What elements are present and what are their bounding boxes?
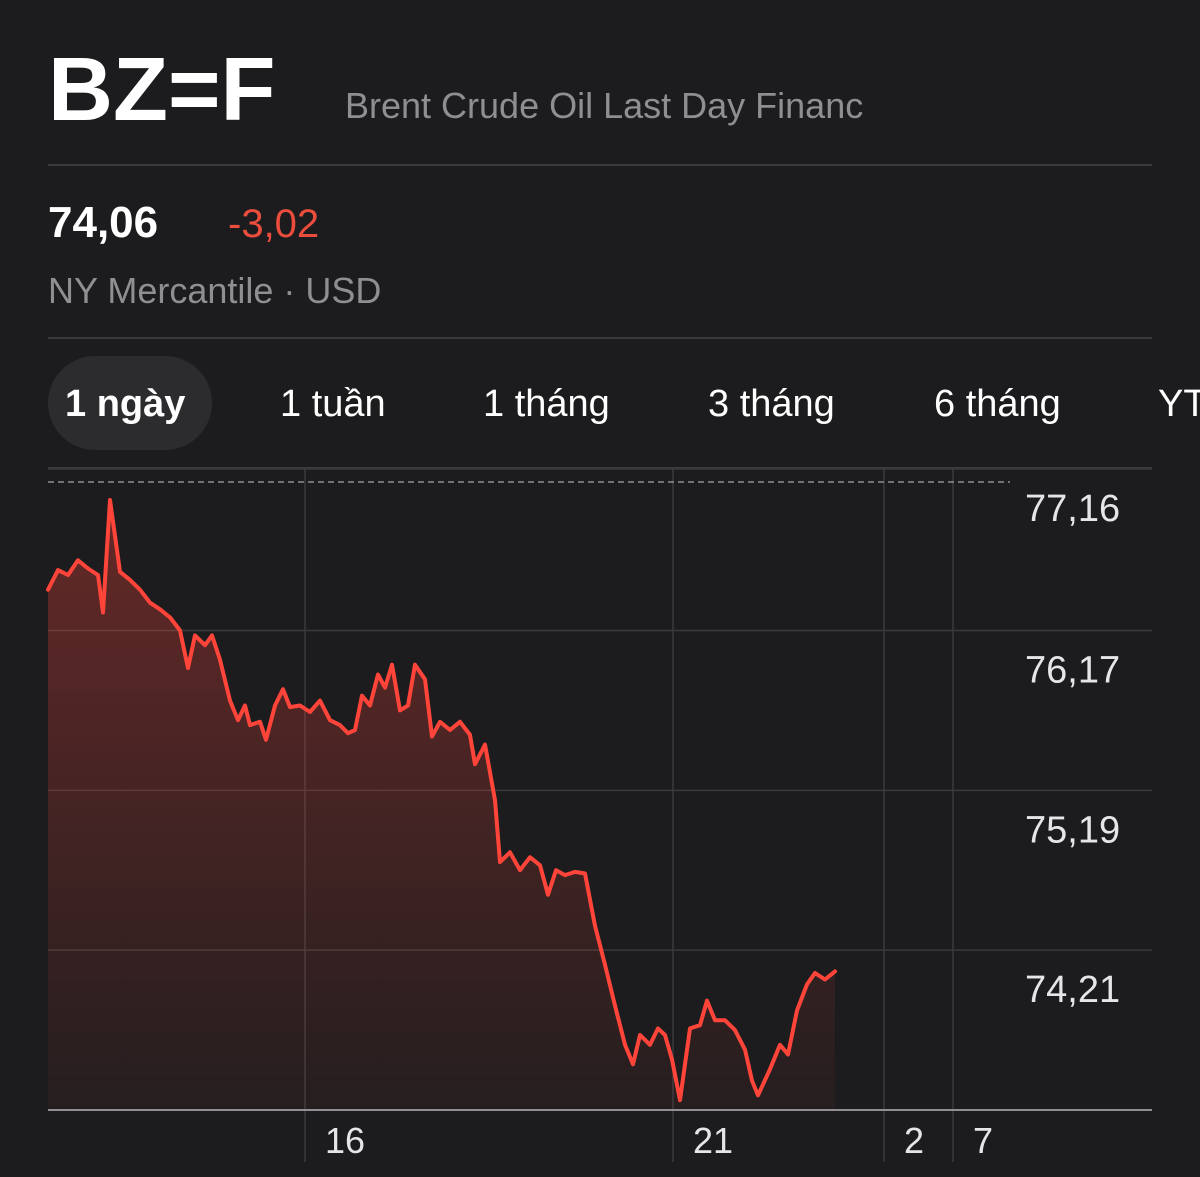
price-change: -3,02 <box>228 202 319 246</box>
range-tabs: 1 ngày 1 tuần 1 tháng 3 tháng 6 tháng YT <box>48 356 1200 450</box>
range-tab[interactable]: 3 tháng <box>708 383 835 425</box>
price-chart: 77,16 76,17 75,19 74,21 16 21 2 7 <box>46 468 1152 1162</box>
range-tab[interactable]: 6 tháng <box>934 383 1061 425</box>
tab-selected-bg <box>48 356 212 450</box>
price-line <box>46 498 837 1103</box>
y-tick-label: 76,17 <box>1025 649 1120 691</box>
price: 74,06 <box>48 198 158 247</box>
instrument-name: Brent Crude Oil Last Day Financ <box>345 85 863 126</box>
x-tick-label: 7 <box>973 1120 993 1161</box>
price-area <box>48 500 835 1110</box>
range-tab[interactable]: YT <box>1158 383 1200 425</box>
symbol: BZ=F <box>48 40 276 140</box>
range-tab[interactable]: 1 ngày <box>65 383 185 425</box>
y-tick-label: 77,16 <box>1025 488 1120 530</box>
range-tab[interactable]: 1 tháng <box>483 383 610 425</box>
x-tick-label: 2 <box>904 1120 924 1161</box>
exchange: NY Mercantile · USD <box>48 270 381 311</box>
y-tick-label: 75,19 <box>1025 809 1120 851</box>
y-tick-label: 74,21 <box>1025 969 1120 1011</box>
x-tick-label: 16 <box>325 1120 365 1161</box>
range-tab[interactable]: 1 tuần <box>280 383 386 425</box>
x-tick-label: 21 <box>693 1120 733 1161</box>
